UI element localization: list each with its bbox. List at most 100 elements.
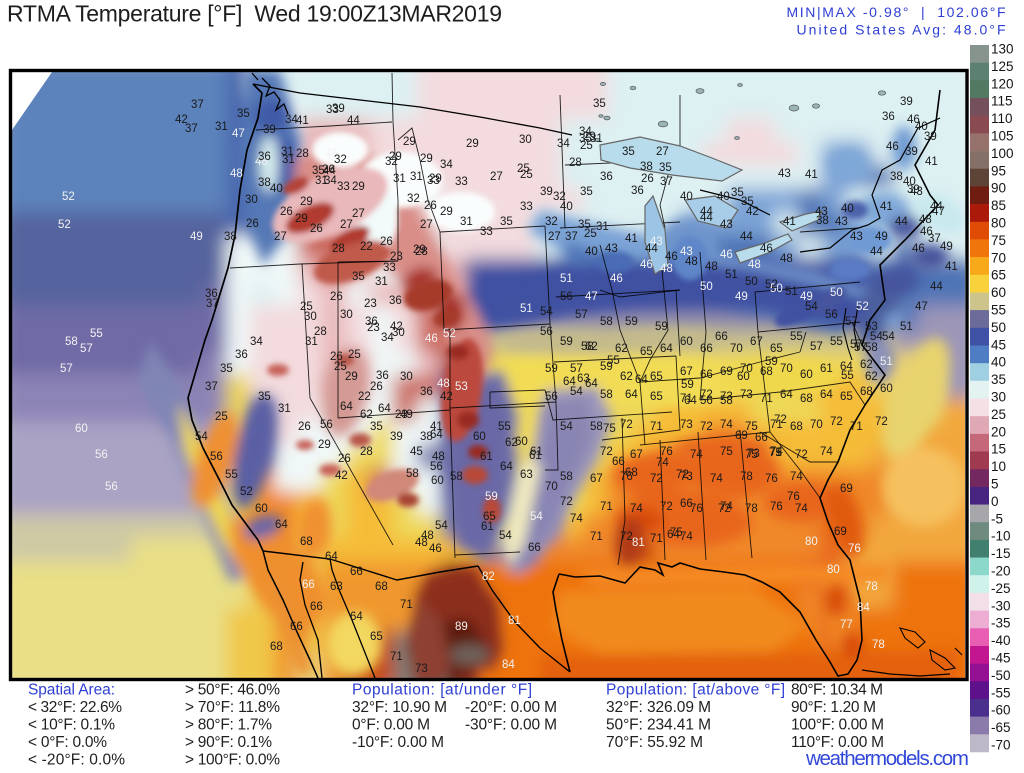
svg-text:58: 58	[560, 471, 573, 483]
svg-text:32: 32	[385, 156, 398, 168]
svg-text:37: 37	[206, 298, 219, 310]
svg-text:64: 64	[585, 378, 598, 390]
svg-text:44: 44	[323, 165, 336, 177]
svg-text:45: 45	[991, 337, 1006, 352]
svg-text:90°F: 1.20 M: 90°F: 1.20 M	[791, 699, 876, 716]
svg-text:67: 67	[750, 336, 763, 348]
svg-text:51: 51	[880, 356, 893, 368]
svg-text:35: 35	[659, 162, 672, 174]
svg-text:41: 41	[296, 115, 309, 127]
svg-text:39: 39	[390, 431, 403, 443]
svg-text:54: 54	[499, 530, 512, 542]
svg-text:49: 49	[940, 241, 953, 253]
svg-text:80: 80	[805, 536, 818, 548]
svg-text:75: 75	[720, 446, 733, 458]
svg-text:73: 73	[747, 448, 760, 460]
svg-text:46: 46	[760, 243, 773, 255]
svg-text:100: 100	[991, 146, 1014, 161]
svg-text:41: 41	[430, 421, 443, 433]
svg-text:71: 71	[600, 501, 613, 513]
svg-text:31: 31	[596, 221, 609, 233]
svg-text:40: 40	[841, 203, 854, 215]
svg-text:39: 39	[263, 124, 276, 136]
svg-text:25: 25	[580, 140, 593, 152]
svg-text:31: 31	[278, 403, 291, 415]
svg-text:69: 69	[834, 526, 847, 538]
svg-text:71: 71	[650, 533, 663, 545]
svg-text:64: 64	[430, 429, 443, 441]
svg-text:46: 46	[720, 249, 733, 261]
svg-text:36: 36	[365, 316, 378, 328]
svg-text:26: 26	[280, 206, 293, 218]
svg-text:74: 74	[690, 449, 703, 461]
svg-text:66: 66	[700, 369, 713, 381]
svg-text:30: 30	[392, 327, 405, 339]
svg-text:57: 57	[850, 339, 863, 351]
svg-text:-10°F: 0.00 M: -10°F: 0.00 M	[352, 734, 444, 751]
svg-text:0: 0	[991, 494, 999, 509]
svg-text:48: 48	[421, 530, 434, 542]
svg-text:58: 58	[600, 389, 613, 401]
svg-text:31: 31	[281, 146, 294, 158]
svg-text:MIN|MAX -0.98° | 102.06°F: MIN|MAX -0.98° | 102.06°F	[787, 4, 1006, 20]
svg-text:29: 29	[583, 131, 596, 143]
svg-text:54: 54	[540, 306, 553, 318]
svg-text:120: 120	[991, 76, 1014, 91]
svg-text:32°F: 326.09 M: 32°F: 326.09 M	[606, 699, 711, 716]
svg-text:55: 55	[790, 331, 803, 343]
svg-text:48: 48	[685, 256, 698, 268]
svg-text:44: 44	[700, 206, 713, 218]
svg-text:43: 43	[680, 246, 693, 258]
svg-text:75: 75	[745, 421, 758, 433]
svg-text:44: 44	[930, 281, 943, 293]
svg-text:74: 74	[656, 457, 669, 469]
svg-text:64: 64	[840, 361, 853, 373]
svg-text:68: 68	[300, 536, 313, 548]
svg-text:United States Avg: 48.0°F: United States Avg: 48.0°F	[797, 22, 1006, 38]
svg-text:64: 64	[325, 551, 338, 563]
svg-text:> 50°F: 46.0%: > 50°F: 46.0%	[185, 682, 280, 699]
svg-text:56: 56	[560, 291, 573, 303]
svg-text:50°F: 234.41 M: 50°F: 234.41 M	[606, 717, 711, 734]
svg-text:65: 65	[650, 391, 663, 403]
svg-text:74: 74	[770, 446, 783, 458]
svg-text:27: 27	[352, 208, 365, 220]
svg-text:65: 65	[840, 391, 853, 403]
svg-text:31: 31	[375, 276, 388, 288]
svg-text:56: 56	[430, 461, 443, 473]
svg-text:23: 23	[390, 251, 403, 263]
svg-text:40: 40	[560, 201, 573, 213]
svg-text:70: 70	[780, 363, 793, 375]
svg-text:57: 57	[570, 363, 583, 375]
svg-text:73: 73	[740, 389, 753, 401]
svg-text:25: 25	[991, 407, 1006, 422]
svg-text:48: 48	[919, 214, 932, 226]
svg-text:31: 31	[215, 121, 228, 133]
svg-text:56: 56	[700, 395, 713, 407]
svg-text:69: 69	[735, 430, 748, 442]
svg-text:> 80°F: 1.7%: > 80°F: 1.7%	[185, 717, 272, 734]
svg-text:70°F: 55.92 M: 70°F: 55.92 M	[606, 734, 703, 751]
svg-text:< 10°F: 0.1%: < 10°F: 0.1%	[28, 717, 115, 734]
svg-text:71: 71	[770, 419, 783, 431]
svg-text:25: 25	[300, 301, 313, 313]
svg-text:60: 60	[473, 431, 486, 443]
svg-text:15: 15	[991, 442, 1006, 457]
svg-text:56: 56	[545, 391, 558, 403]
svg-text:-20°F: 0.00 M: -20°F: 0.00 M	[465, 699, 557, 716]
svg-text:76: 76	[690, 503, 703, 515]
svg-text:66: 66	[350, 566, 363, 578]
svg-text:34: 34	[324, 175, 337, 187]
svg-text:40: 40	[717, 191, 730, 203]
svg-text:73: 73	[680, 471, 693, 483]
svg-text:55: 55	[830, 336, 843, 348]
svg-text:59: 59	[600, 361, 613, 373]
svg-text:26: 26	[330, 291, 343, 303]
svg-text:55: 55	[607, 355, 620, 367]
svg-text:60: 60	[431, 475, 444, 487]
svg-text:72: 72	[560, 496, 573, 508]
svg-text:47: 47	[585, 291, 598, 303]
svg-text:< 0°F: 0.0%: < 0°F: 0.0%	[28, 734, 107, 751]
svg-text:29: 29	[295, 213, 308, 225]
svg-text:75: 75	[769, 447, 782, 459]
